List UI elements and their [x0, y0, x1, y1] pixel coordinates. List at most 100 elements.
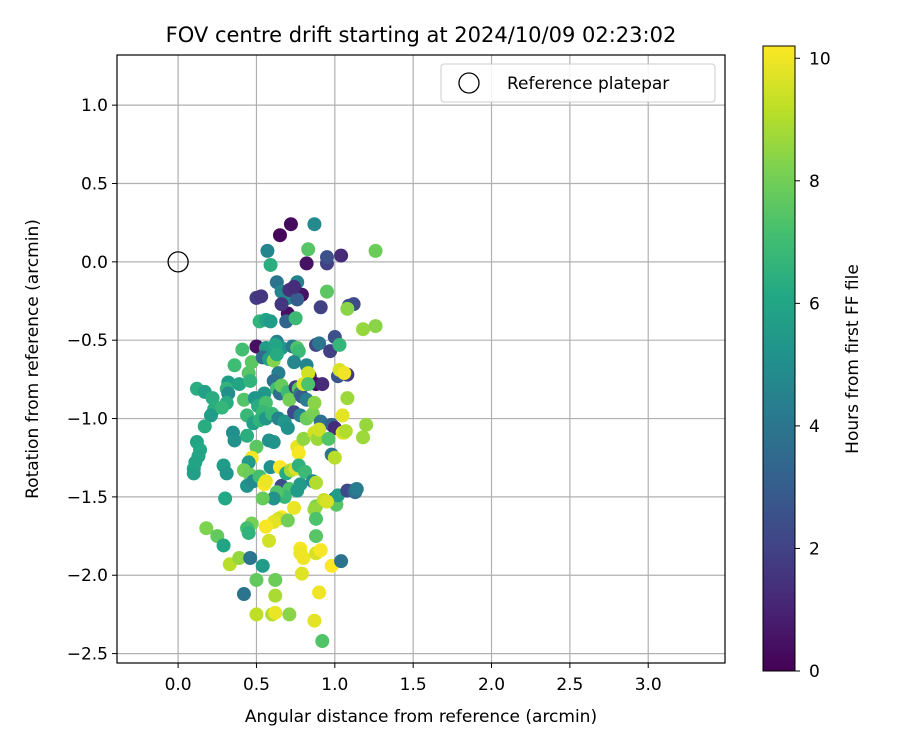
data-point: [298, 464, 313, 479]
colorbar-ticks: 0 2 4 6 8 10: [795, 49, 831, 682]
data-point: [332, 337, 347, 352]
colorbar-label: Hours from first FF file: [843, 264, 863, 454]
data-point: [356, 322, 371, 337]
data-point: [227, 433, 242, 448]
data-point: [258, 474, 273, 489]
legend-marker-icon: [458, 72, 480, 94]
colorbar-tick-label: 6: [809, 294, 820, 314]
data-point: [268, 605, 283, 620]
data-point: [199, 521, 214, 536]
data-point: [307, 395, 322, 410]
data-point: [312, 336, 327, 351]
data-point: [219, 466, 234, 481]
data-point: [263, 314, 278, 329]
data-point: [296, 431, 311, 446]
data-point: [313, 543, 328, 558]
x-axis-ticks: 0.0 0.5 1.0 1.5 2.0 2.5 3.0: [165, 663, 662, 695]
data-point: [268, 588, 283, 603]
data-point: [214, 400, 229, 415]
data-point: [340, 301, 355, 316]
reference-platepar-marker: [167, 251, 189, 273]
data-point: [268, 572, 283, 587]
data-point: [301, 242, 316, 257]
data-point: [315, 377, 330, 392]
data-point: [309, 475, 324, 490]
data-point: [301, 377, 316, 392]
colorbar-tick-label: 8: [809, 172, 820, 192]
data-point: [309, 529, 324, 544]
data-point: [218, 491, 233, 506]
y-tick-label: 0.0: [81, 253, 108, 273]
legend: Reference platepar: [440, 63, 716, 103]
grid: [117, 55, 725, 663]
data-point: [334, 554, 349, 569]
data-point: [340, 391, 355, 406]
scatter-points: [186, 217, 383, 649]
data-point: [312, 422, 327, 437]
data-point: [205, 391, 220, 406]
data-point: [262, 533, 276, 548]
data-point: [287, 355, 302, 370]
data-point: [254, 289, 269, 304]
data-point: [296, 551, 311, 566]
x-tick-label: 2.5: [556, 675, 583, 695]
legend-box: [440, 63, 716, 103]
y-tick-label: −0.5: [67, 331, 108, 351]
data-point: [266, 491, 281, 506]
data-point: [335, 408, 350, 423]
data-point: [186, 466, 201, 481]
data-point: [290, 292, 305, 307]
data-point: [287, 500, 302, 515]
data-point: [282, 392, 297, 407]
data-point: [204, 408, 219, 423]
data-point: [287, 279, 302, 294]
data-point: [272, 228, 287, 243]
data-point: [244, 355, 259, 370]
data-point: [319, 250, 334, 265]
data-point: [283, 217, 298, 232]
data-point: [232, 377, 247, 392]
y-tick-label: 0.5: [81, 174, 108, 194]
colorbar: 0 2 4 6 8 10 Hours from first FF file: [762, 45, 863, 682]
data-point: [280, 513, 295, 528]
x-tick-label: 2.0: [478, 675, 505, 695]
data-point: [236, 587, 251, 602]
data-point: [241, 525, 256, 540]
data-point: [301, 366, 316, 381]
data-point: [255, 491, 270, 506]
data-point: [290, 483, 305, 498]
x-tick-label: 1.0: [321, 675, 348, 695]
data-point: [299, 256, 314, 271]
data-point: [269, 347, 284, 362]
data-point: [368, 319, 383, 334]
data-point: [216, 538, 231, 553]
data-point: [249, 607, 264, 622]
y-tick-label: 1.0: [81, 96, 108, 116]
plot-frame: [116, 54, 726, 664]
data-point: [359, 417, 374, 432]
data-point: [291, 446, 306, 461]
x-tick-label: 3.0: [635, 675, 662, 695]
data-point: [315, 634, 330, 649]
data-point: [334, 248, 349, 263]
data-point: [356, 430, 371, 445]
data-point: [337, 366, 352, 381]
data-point: [243, 551, 258, 566]
data-point: [319, 284, 334, 299]
data-point: [280, 420, 295, 435]
chart-title: FOV centre drift starting at 2024/10/09 …: [166, 23, 677, 47]
data-point: [349, 482, 364, 497]
data-point: [294, 566, 309, 581]
colorbar-tick-label: 2: [809, 539, 820, 559]
data-point: [321, 431, 336, 446]
x-tick-label: 1.5: [400, 675, 427, 695]
data-point: [232, 551, 247, 566]
data-point: [255, 558, 270, 573]
data-point: [309, 511, 324, 526]
data-point: [249, 572, 264, 587]
data-point: [235, 342, 250, 357]
data-point: [240, 428, 255, 443]
data-point: [197, 419, 212, 434]
data-point: [338, 424, 353, 439]
